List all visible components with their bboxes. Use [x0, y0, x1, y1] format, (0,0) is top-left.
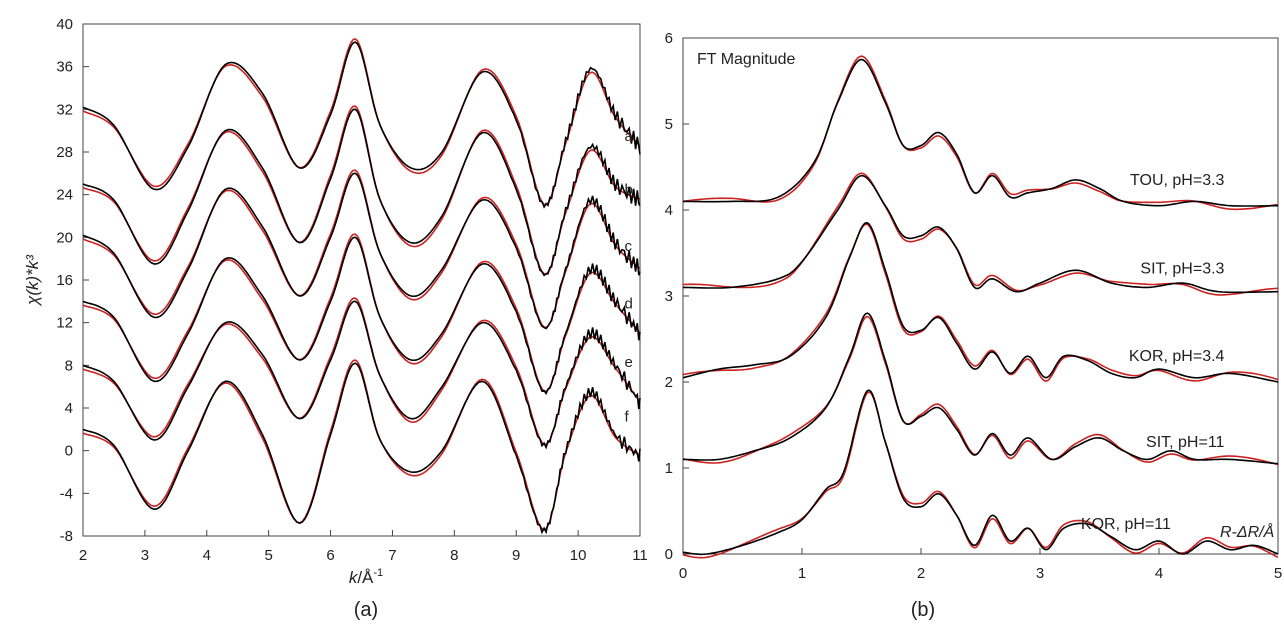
curve-label: KOR, pH=11	[1081, 516, 1171, 533]
y-tick-label: 2	[665, 374, 673, 391]
data-curve	[82, 41, 641, 209]
x-tick-label: 3	[141, 547, 149, 564]
y-tick-label: 5	[665, 116, 673, 133]
y-tick-label: 4	[665, 202, 673, 219]
x-tick-label: 7	[388, 547, 396, 564]
curve-label: b	[625, 181, 633, 198]
panel-a-y-axis-label: χ(k)*k³	[23, 254, 42, 307]
x-tick-label: 8	[450, 547, 458, 564]
panel-b-curves	[682, 55, 1279, 559]
data-curve	[82, 172, 641, 330]
y-tick-label: 20	[56, 229, 73, 246]
panel-a-curves	[82, 38, 641, 535]
curve-label: e	[625, 354, 633, 371]
panel-a-curve-labels: a b c d e f	[625, 128, 634, 426]
fit-curve	[682, 223, 1279, 382]
panel-b-x-axis-label: R-ΔR/Å	[1220, 522, 1274, 541]
panel-b-title: FT Magnitude	[697, 51, 796, 68]
panel-a-caption: (a)	[354, 599, 378, 621]
y-tick-label: 36	[56, 59, 73, 76]
data-curve	[683, 58, 1278, 207]
y-tick-label: 4	[65, 400, 73, 417]
y-tick-label: 0	[665, 546, 673, 563]
y-tick-label: 24	[56, 187, 73, 204]
x-tick-label: 4	[203, 547, 211, 564]
data-curve	[682, 221, 1279, 383]
curve-label: SIT, pH=3.3	[1140, 260, 1224, 277]
fit-curve	[82, 359, 641, 531]
x-tick-label: 5	[264, 547, 272, 564]
x-tick-label: 6	[326, 547, 334, 564]
x-tick-label: 1	[798, 565, 806, 582]
y-tick-label: 1	[665, 460, 673, 477]
curve-label: a	[625, 128, 634, 145]
y-tick-label: 8	[65, 357, 73, 374]
panel-b-x-ticks: 0 1 2 3 4 5	[679, 548, 1282, 582]
x-tick-label: 2	[917, 565, 925, 582]
panel-b-chart: 0 1 2 3 4 5 6 0 1 2 3 4 5 TOU, pH=3.3 SIT, pH=3.3 KOR…	[665, 30, 1283, 621]
data-curve	[82, 108, 641, 277]
y-tick-label: 32	[56, 101, 73, 118]
data-curve	[682, 389, 1279, 556]
panel-b-y-ticks: 0 1 2 3 4 5 6	[665, 30, 689, 563]
curve-label: SIT, pH=11	[1146, 434, 1225, 451]
y-tick-label: -8	[60, 528, 73, 545]
data-curve	[683, 174, 1278, 294]
y-tick-label: 16	[56, 272, 73, 289]
x-tick-label: 0	[679, 565, 687, 582]
panel-a-y-ticks: -8 -4 0 4 8 12 16 20 24 28 32 36 40	[56, 16, 89, 545]
panel-b-curve-labels: TOU, pH=3.3 SIT, pH=3.3 KOR, pH=3.4 SIT, pH…	[1081, 172, 1225, 533]
x-tick-label: 10	[570, 547, 587, 564]
panel-a-x-axis-label: k/Å-1	[349, 567, 383, 587]
panel-b-frame	[682, 37, 1279, 555]
x-tick-label: 2	[79, 547, 87, 564]
x-tick-label: 3	[1036, 565, 1044, 582]
x-tick-label: 5	[1274, 565, 1282, 582]
curve-label: c	[625, 238, 633, 255]
x-tick-label: 9	[512, 547, 520, 564]
data-curve	[82, 236, 641, 396]
data-curve	[683, 312, 1279, 465]
y-tick-label: 0	[65, 443, 73, 460]
curve-label: f	[625, 409, 630, 426]
y-tick-label: 3	[665, 288, 673, 305]
data-curve	[82, 300, 641, 450]
panel-a-frame	[82, 23, 641, 537]
y-tick-label: -4	[60, 485, 73, 502]
x-tick-label: 11	[632, 547, 648, 564]
panel-b-caption: (b)	[911, 599, 935, 621]
curve-label: KOR, pH=3.4	[1129, 348, 1225, 365]
curve-label: TOU, pH=3.3	[1130, 172, 1225, 189]
y-tick-label: 40	[56, 16, 73, 33]
panel-a-x-ticks: 2 3 4 5 6 7 8 9 10 11	[79, 530, 648, 564]
curve-label: d	[625, 295, 633, 312]
x-tick-label: 4	[1155, 565, 1163, 582]
panel-a-chart: -8 -4 0 4 8 12 16 20 24 28 32 36 40 2 3 4 5 6 7 8 9 10 11 a b c…	[23, 16, 648, 621]
y-tick-label: 12	[56, 315, 73, 332]
y-tick-label: 28	[56, 144, 73, 161]
y-tick-label: 6	[665, 30, 673, 47]
data-curve	[82, 362, 641, 535]
fit-curve	[682, 391, 1279, 559]
